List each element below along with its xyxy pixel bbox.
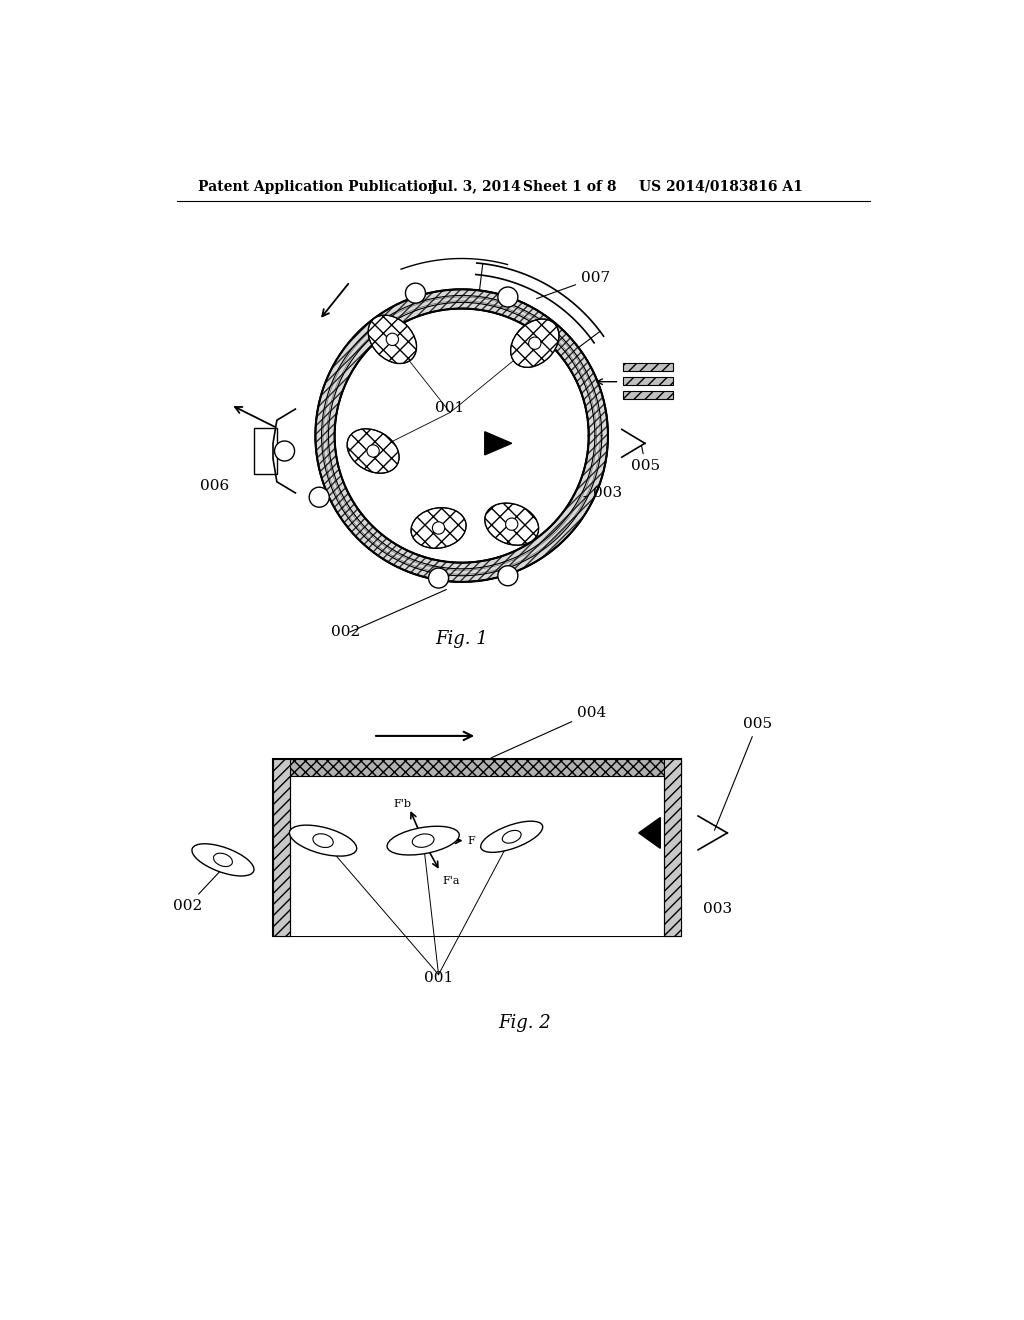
Text: 002: 002 bbox=[173, 862, 228, 913]
Bar bbox=[624, 391, 674, 399]
Bar bbox=[273, 759, 290, 936]
Ellipse shape bbox=[369, 315, 417, 363]
Text: Patent Application Publication: Patent Application Publication bbox=[199, 180, 438, 194]
Text: 006: 006 bbox=[200, 479, 229, 492]
Bar bbox=[624, 378, 674, 385]
Text: 003: 003 bbox=[702, 902, 732, 916]
Bar bbox=[273, 759, 681, 776]
Text: US 2014/0183816 A1: US 2014/0183816 A1 bbox=[639, 180, 803, 194]
Text: 003: 003 bbox=[584, 486, 622, 500]
Bar bbox=[624, 363, 674, 371]
Text: 002: 002 bbox=[331, 624, 360, 639]
Text: Jul. 3, 2014: Jul. 3, 2014 bbox=[431, 180, 520, 194]
Ellipse shape bbox=[503, 830, 521, 843]
Ellipse shape bbox=[313, 834, 333, 847]
Text: 001: 001 bbox=[424, 972, 454, 985]
Text: 004: 004 bbox=[492, 706, 606, 758]
Circle shape bbox=[506, 517, 518, 531]
Ellipse shape bbox=[411, 508, 466, 548]
Circle shape bbox=[498, 566, 518, 586]
Circle shape bbox=[274, 441, 295, 461]
Bar bbox=[273, 759, 681, 936]
Text: F'a: F'a bbox=[442, 875, 460, 886]
Text: 001: 001 bbox=[435, 401, 465, 416]
Ellipse shape bbox=[480, 821, 543, 853]
Text: Fig. 1: Fig. 1 bbox=[435, 630, 488, 648]
Ellipse shape bbox=[484, 503, 539, 545]
Text: 005: 005 bbox=[715, 717, 772, 830]
Bar bbox=[290, 776, 665, 936]
Ellipse shape bbox=[213, 853, 232, 866]
Text: 007: 007 bbox=[537, 271, 610, 298]
Bar bbox=[665, 759, 681, 936]
Ellipse shape bbox=[413, 834, 434, 847]
Ellipse shape bbox=[191, 843, 254, 876]
Text: F'b: F'b bbox=[394, 799, 412, 809]
Text: Sheet 1 of 8: Sheet 1 of 8 bbox=[523, 180, 616, 194]
Ellipse shape bbox=[347, 429, 399, 473]
Text: 005: 005 bbox=[631, 446, 660, 474]
Circle shape bbox=[367, 445, 379, 457]
Circle shape bbox=[528, 337, 541, 350]
Circle shape bbox=[498, 286, 518, 308]
Ellipse shape bbox=[511, 319, 559, 367]
Ellipse shape bbox=[387, 826, 459, 855]
Bar bbox=[254, 428, 276, 474]
Circle shape bbox=[386, 333, 398, 346]
Circle shape bbox=[309, 487, 330, 507]
Polygon shape bbox=[639, 817, 660, 849]
Circle shape bbox=[406, 284, 425, 304]
Text: F: F bbox=[468, 836, 475, 846]
Ellipse shape bbox=[290, 825, 356, 857]
Polygon shape bbox=[484, 432, 512, 455]
Circle shape bbox=[429, 568, 449, 589]
Circle shape bbox=[432, 521, 444, 535]
Text: Fig. 2: Fig. 2 bbox=[499, 1015, 551, 1032]
